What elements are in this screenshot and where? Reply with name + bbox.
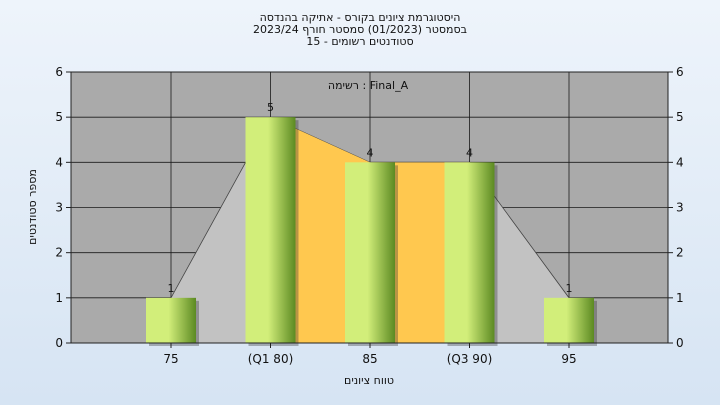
- x-axis: 75 (Q1 80) 85 (Q3 90) 95: [163, 343, 577, 366]
- y-tick-label-right: 5: [676, 110, 684, 124]
- bar-3: [444, 162, 495, 343]
- data-label-1: 5: [267, 101, 274, 114]
- chart-title: היסטוגרמת ציונים בקורס - אתיקה בהנדסה בס…: [253, 11, 467, 48]
- data-labels: 1 5 4 4 1: [168, 101, 573, 295]
- x-tick-label-3: (Q3 90): [447, 352, 493, 366]
- bar-4: [544, 297, 594, 343]
- y-tick-label-left: 3: [55, 201, 63, 215]
- data-label-4: 1: [566, 282, 573, 295]
- data-label-2: 4: [367, 146, 374, 159]
- x-tick-label-2: 85: [362, 352, 377, 366]
- y-tick-label-right: 1: [676, 291, 684, 305]
- y-tick-label-right: 4: [676, 155, 684, 169]
- bar-2: [345, 162, 395, 343]
- title-line-1: היסטוגרמת ציונים בקורס - אתיקה בהנדסה: [260, 11, 461, 24]
- y-axis-right: 0 1 2 3 4 5 6: [668, 65, 684, 350]
- x-tick-label-0: 75: [163, 352, 178, 366]
- bar-1: [245, 117, 296, 344]
- y-axis-left: 0 1 2 3 4 5 6: [55, 65, 71, 350]
- data-label-3: 4: [466, 146, 473, 159]
- y-tick-label-left: 6: [55, 65, 63, 79]
- legend-label: רשימה : Final_A: [328, 79, 409, 92]
- y-tick-label-right: 0: [676, 336, 684, 350]
- x-tick-label-4: 95: [561, 352, 576, 366]
- x-axis-title: טווח ציונים: [344, 374, 394, 387]
- y-tick-label-left: 0: [55, 336, 63, 350]
- y-tick-label-right: 2: [676, 246, 684, 260]
- y-tick-label-left: 5: [55, 110, 63, 124]
- bar-0: [146, 297, 196, 343]
- bars: [146, 117, 597, 347]
- y-tick-label-left: 2: [55, 246, 63, 260]
- data-label-0: 1: [168, 282, 175, 295]
- y-tick-label-right: 6: [676, 65, 684, 79]
- y-tick-label-left: 4: [55, 155, 63, 169]
- y-axis-title: מספר סטודנטים: [26, 169, 39, 245]
- y-tick-label-right: 3: [676, 201, 684, 215]
- y-tick-label-left: 1: [55, 291, 63, 305]
- title-line-3: סטודנטים רשומים - 15: [306, 35, 413, 48]
- x-tick-label-1: (Q1 80): [248, 352, 294, 366]
- title-line-2: בסמסטר (01/2023) סמסטר חורף 2023/24: [253, 23, 467, 36]
